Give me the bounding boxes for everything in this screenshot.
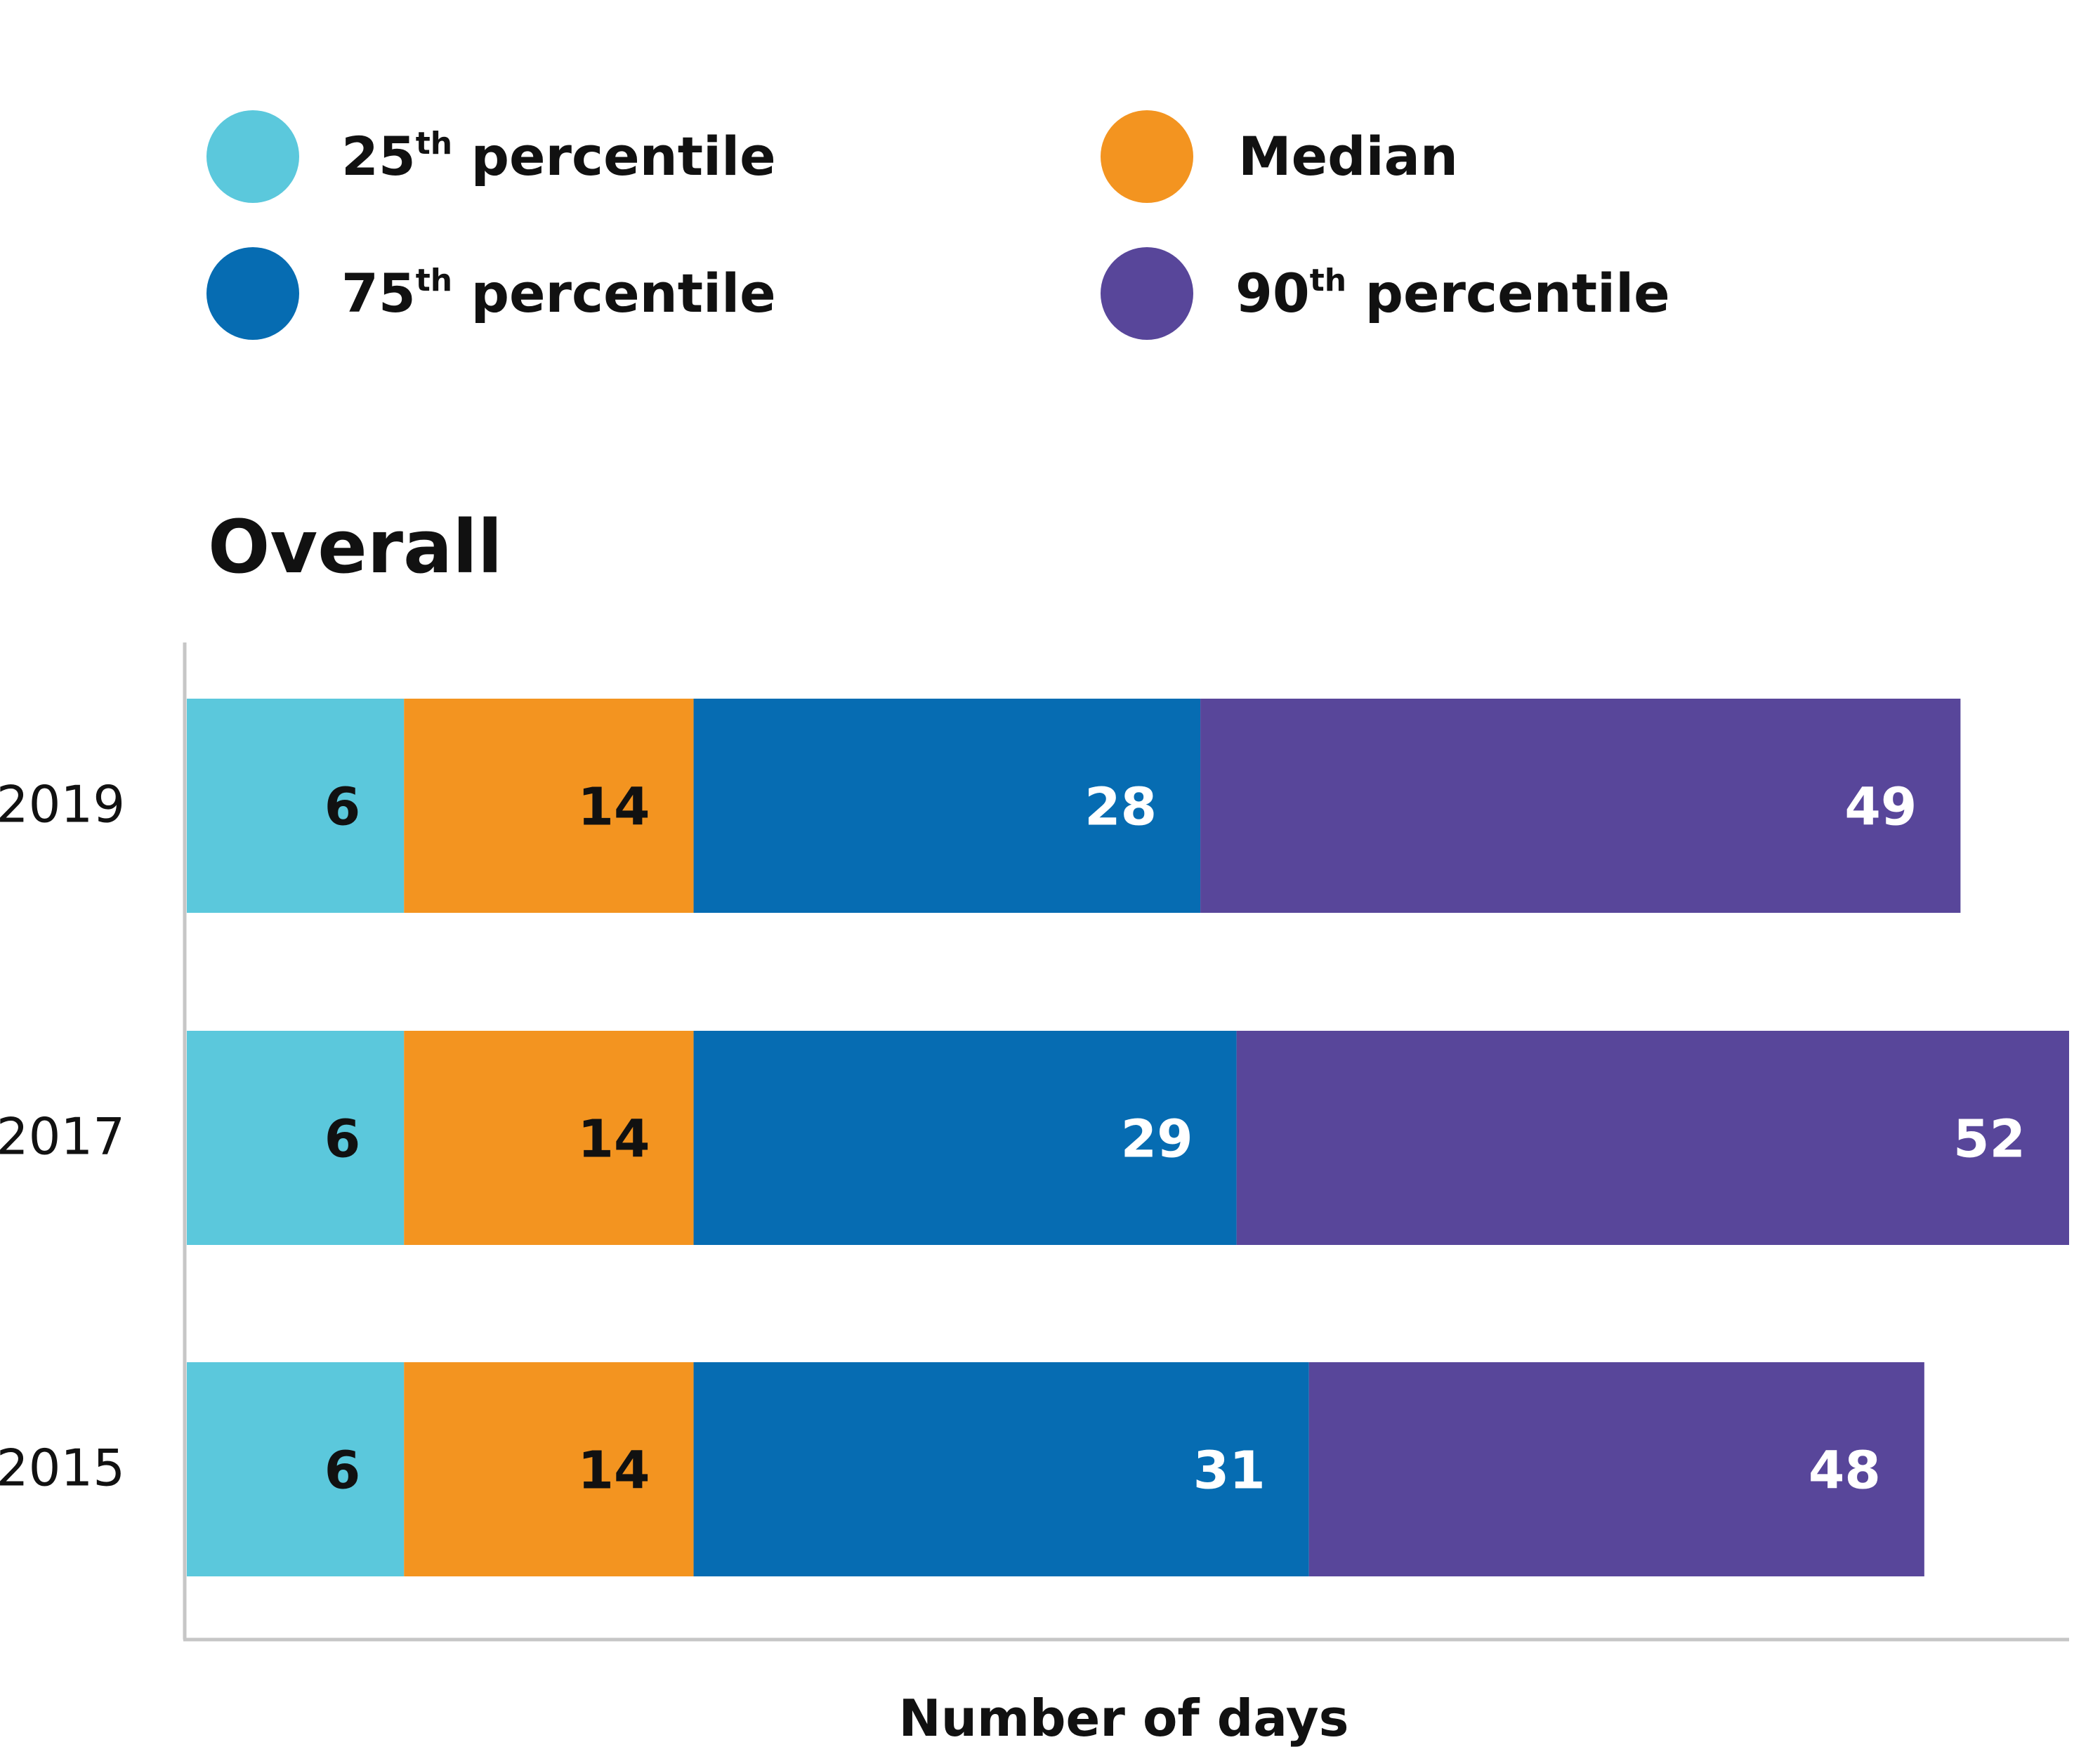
bar-value-label: 14	[578, 777, 650, 838]
bar-segment	[404, 699, 694, 913]
legend-label: 25th percentile	[341, 125, 776, 187]
legend-label: 75th percentile	[341, 262, 776, 324]
legend-item: 25th percentile	[206, 110, 776, 203]
legend-label-rest: percentile	[452, 262, 776, 324]
bar-value-label: 14	[578, 1109, 650, 1170]
legend-label-main: Median	[1238, 125, 1458, 187]
legend-label-main: 25	[341, 125, 416, 187]
legend-swatch	[1101, 247, 1193, 340]
legend-label-main: 90	[1235, 262, 1310, 324]
bar-segment	[693, 1031, 1237, 1245]
bar-value-label: 6	[324, 1109, 361, 1170]
legend-item: 90th percentile	[1101, 247, 1670, 340]
legend-label-rest: percentile	[452, 125, 776, 187]
legend-item: Median	[1101, 110, 1458, 203]
legend-label: Median	[1238, 125, 1458, 187]
bar-value-label: 49	[1844, 777, 1917, 838]
legend-label-main: 75	[341, 262, 416, 324]
bar-segment	[1200, 699, 1961, 913]
bar-value-label: 31	[1193, 1441, 1266, 1501]
bar-segment	[1308, 1362, 1924, 1576]
bar-value-label: 29	[1121, 1109, 1193, 1170]
bar-segment	[693, 1362, 1309, 1576]
bar-value-label: 28	[1084, 777, 1157, 838]
legend-label-sup: th	[416, 263, 452, 298]
bar-segment	[404, 1362, 694, 1576]
chart-title: Overall	[208, 504, 503, 590]
category-label: 2017	[0, 1107, 125, 1166]
legend-label-sup: th	[416, 126, 452, 161]
bar-segment	[187, 699, 405, 913]
bar-value-label: 14	[578, 1441, 650, 1501]
bar-value-label: 6	[324, 777, 361, 838]
bar-value-label: 48	[1809, 1441, 1881, 1501]
bar-segment	[1236, 1031, 2069, 1245]
legend-label: 90th percentile	[1235, 262, 1670, 324]
bar-segment	[187, 1031, 405, 1245]
legend-swatch	[206, 110, 299, 203]
category-labels: 2019 2017 2015	[0, 775, 125, 1498]
bar-segment	[187, 1362, 405, 1576]
category-label: 2015	[0, 1439, 125, 1498]
legend-swatch	[1101, 110, 1193, 203]
legend-label-rest: percentile	[1346, 262, 1670, 324]
x-axis-label: Number of days	[898, 1689, 1348, 1747]
bar-segment	[693, 699, 1201, 913]
bar-segment	[404, 1031, 694, 1245]
bar-value-label: 6	[324, 1441, 361, 1501]
legend-label-sup: th	[1310, 263, 1346, 298]
bar-value-label: 52	[1953, 1109, 2026, 1170]
bars: 6 14 28 49 6 14 29 52 6 14 31 48	[187, 699, 2069, 1576]
category-label: 2019	[0, 775, 125, 834]
legend-item: 75th percentile	[206, 247, 776, 340]
legend-swatch	[206, 247, 299, 340]
